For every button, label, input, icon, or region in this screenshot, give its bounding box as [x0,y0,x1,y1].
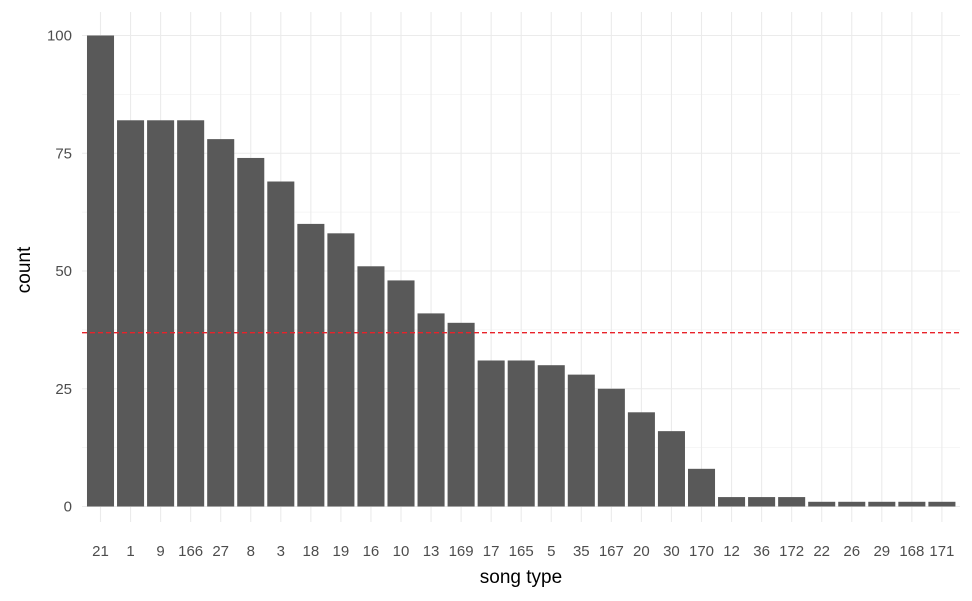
y-tick-label: 25 [55,381,72,398]
x-tick-label-19: 19 [333,543,350,560]
x-tick-label-172: 172 [779,543,804,560]
bar-18 [297,223,325,507]
x-tick-label-27: 27 [212,543,229,560]
y-tick-label: 50 [55,263,72,280]
bar-19 [327,233,355,507]
x-tick-label-22: 22 [813,543,830,560]
bar-20 [627,412,655,507]
bar-3 [267,181,295,507]
bars [86,35,956,507]
x-tick-label-170: 170 [689,543,714,560]
x-tick-label-35: 35 [573,543,590,560]
bar-36 [748,497,776,507]
x-tick-label-168: 168 [899,543,924,560]
bar-170 [687,468,716,507]
bar-27 [207,139,235,507]
x-tick-label-10: 10 [393,543,410,560]
bar-171 [928,501,956,507]
x-tick-label-30: 30 [663,543,680,560]
y-axis-title: count [14,246,35,293]
x-tick-label-167: 167 [599,543,624,560]
bar-167 [597,388,625,507]
x-tick-label-1: 1 [126,543,134,560]
bar-29 [868,501,896,507]
bar-30 [657,431,685,507]
x-tick-label-169: 169 [449,543,474,560]
bar-13 [417,313,445,507]
y-tick-label: 75 [55,145,72,162]
x-tick-label-29: 29 [873,543,890,560]
x-tick-label-165: 165 [509,543,534,560]
bar-26 [838,501,866,507]
bar-172 [778,497,806,507]
x-tick-label-9: 9 [156,543,164,560]
bar-21 [86,35,115,507]
bar-17 [477,360,505,507]
bar-165 [507,360,535,507]
bar-22 [808,501,836,507]
y-tick-labels: 0 25 50 75 100 [47,28,72,516]
x-tick-label-166: 166 [178,543,203,560]
x-tick-label-21: 21 [92,543,109,560]
x-tick-label-16: 16 [363,543,380,560]
bar-9 [147,120,175,507]
bar-1 [117,120,145,507]
x-axis-title: song type [480,567,562,588]
x-tick-label-18: 18 [303,543,320,560]
x-tick-labels: 21 1 9 166 27 8 3 18 19 16 10 13 169 17 165 5 35 167 20 30 1… [92,543,954,560]
bar-166 [177,120,205,507]
bar-16 [357,266,385,507]
bar-169 [447,322,475,507]
x-tick-label-12: 12 [723,543,740,560]
y-tick-label: 100 [47,28,72,45]
x-tick-label-20: 20 [633,543,650,560]
x-tick-label-13: 13 [423,543,440,560]
x-tick-label-5: 5 [547,543,555,560]
bar-35 [567,374,595,507]
x-tick-label-3: 3 [277,543,285,560]
bar-5 [537,365,565,507]
bar-168 [898,501,926,507]
x-tick-label-26: 26 [843,543,860,560]
x-tick-label-17: 17 [483,543,500,560]
y-tick-label: 0 [64,499,72,516]
x-tick-label-171: 171 [929,543,954,560]
x-tick-label-8: 8 [247,543,255,560]
bar-12 [718,497,746,507]
x-tick-label-36: 36 [753,543,770,560]
bar-10 [387,280,415,507]
